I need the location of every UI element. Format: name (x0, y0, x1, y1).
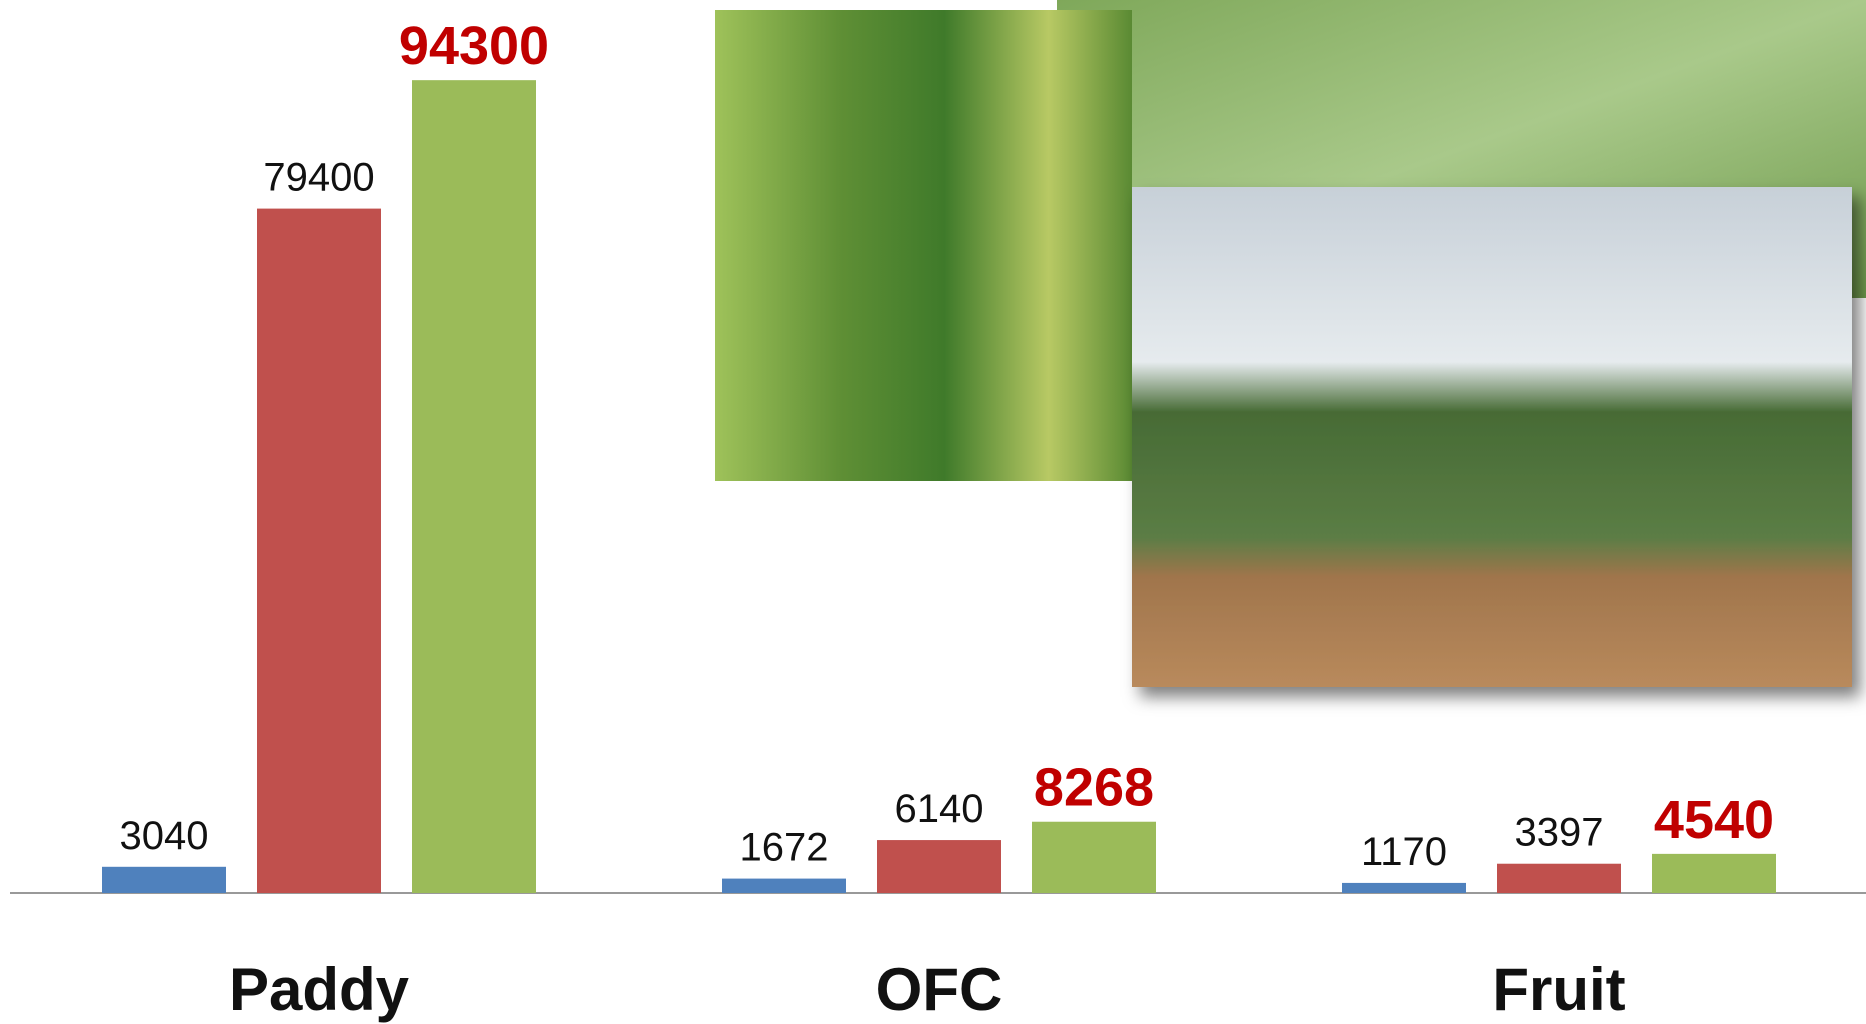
x-tick-label: OFC (876, 956, 1003, 1023)
bar (102, 866, 226, 893)
bar (257, 208, 381, 893)
value-label: 4540 (1654, 790, 1774, 850)
value-label: 8268 (1034, 758, 1154, 818)
bar (1032, 821, 1156, 893)
bar (722, 878, 846, 893)
value-label: 3397 (1515, 811, 1604, 855)
value-label: 1170 (1361, 830, 1447, 874)
value-label: 1672 (740, 826, 829, 870)
value-label: 79400 (263, 156, 374, 200)
value-label: 94300 (399, 16, 549, 76)
photos (715, 0, 1866, 687)
bar (1497, 863, 1621, 893)
x-tick-label: Paddy (229, 956, 410, 1023)
bar (877, 840, 1001, 893)
bar (1652, 853, 1776, 893)
value-label: 3040 (120, 814, 209, 858)
photo-papaya (1132, 187, 1852, 687)
x-tick-label: Fruit (1492, 956, 1625, 1023)
value-label: 6140 (895, 787, 984, 831)
photo-rice (715, 10, 1132, 481)
bar (1342, 882, 1466, 893)
bar (412, 80, 536, 893)
